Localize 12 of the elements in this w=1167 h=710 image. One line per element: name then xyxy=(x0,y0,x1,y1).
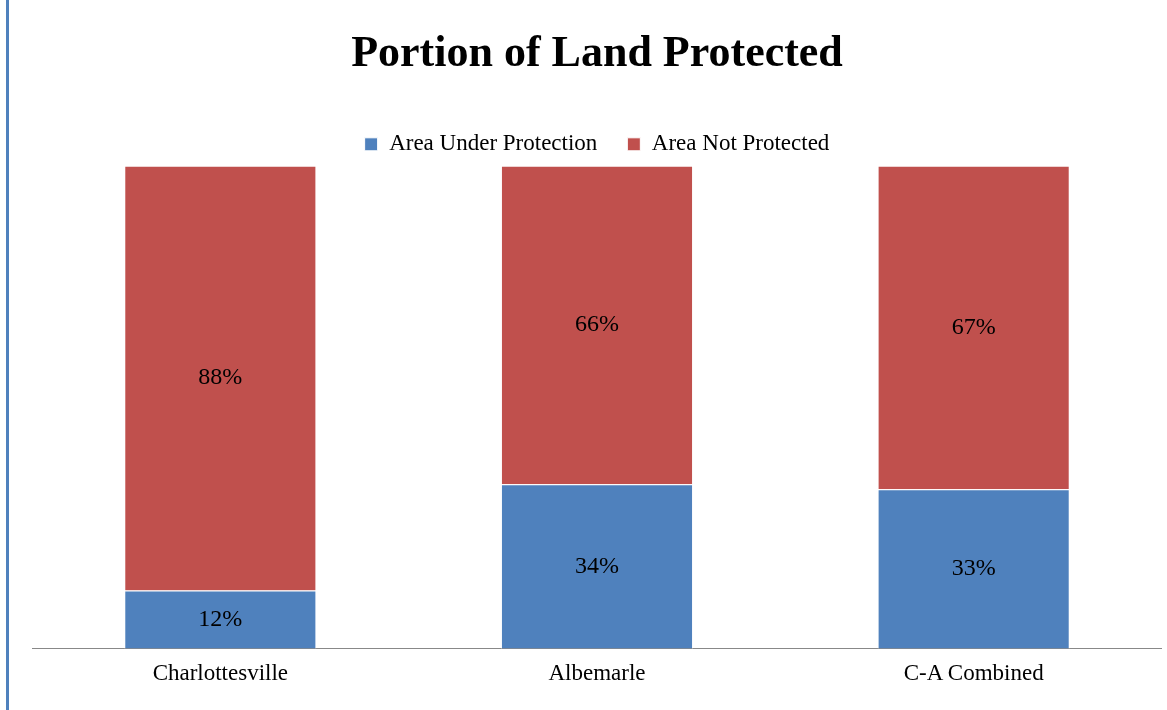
x-tick-label: Charlottesville xyxy=(152,660,289,686)
chart-title: Portion of Land Protected xyxy=(351,26,843,76)
data-label: 33% xyxy=(951,554,996,581)
x-tick-label: Albemarle xyxy=(548,660,646,686)
legend-label: Area Not Protected xyxy=(651,130,830,156)
legend-label: Area Under Protection xyxy=(389,130,598,156)
data-label: 88% xyxy=(198,363,243,390)
data-label: 66% xyxy=(575,310,619,337)
data-label: 12% xyxy=(198,604,243,631)
data-label: 34% xyxy=(575,551,619,578)
x-tick-label: C-A Combined xyxy=(903,660,1045,686)
data-label: 67% xyxy=(951,312,996,339)
